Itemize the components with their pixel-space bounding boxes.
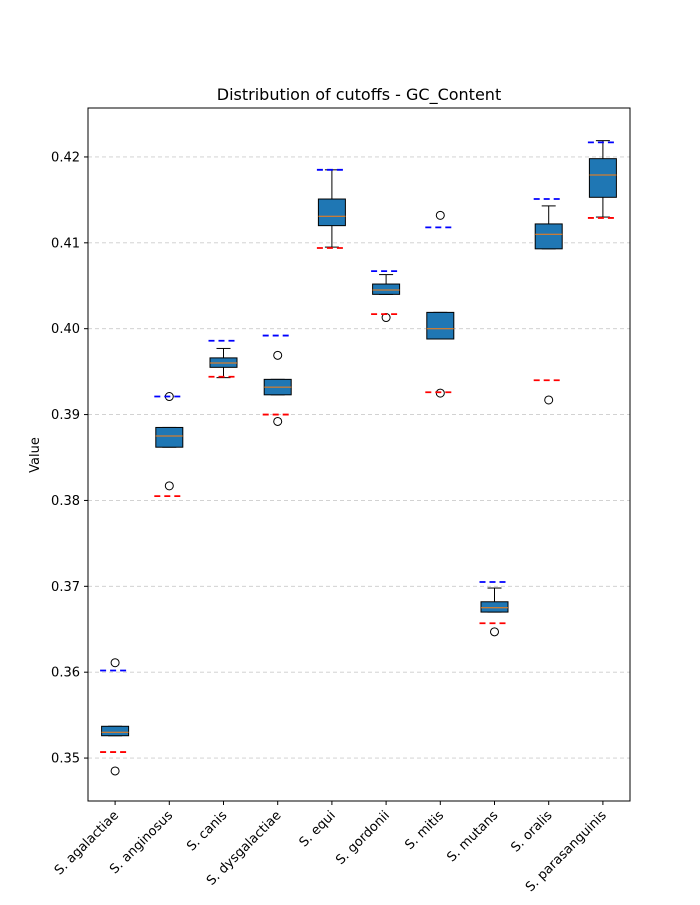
outlier-point xyxy=(110,658,120,668)
x-tick-label: S. gordonii xyxy=(333,808,393,868)
y-tick-label: 0.38 xyxy=(51,494,80,509)
y-tick-label: 0.40 xyxy=(51,322,80,337)
y-tick-label: 0.35 xyxy=(51,752,80,767)
y-tick-label: 0.42 xyxy=(51,150,80,165)
outlier-point xyxy=(273,350,283,360)
outlier-point xyxy=(273,416,283,426)
outlier-point xyxy=(435,210,445,220)
x-tick-label: S. oralis xyxy=(508,808,555,855)
box xyxy=(372,283,401,295)
box xyxy=(155,426,184,448)
x-tick-label: S. canis xyxy=(184,808,230,854)
plot-frame xyxy=(87,107,631,802)
x-tick-label: S. mutans xyxy=(444,808,501,865)
y-tick-label: 0.39 xyxy=(51,408,80,423)
plot-layer xyxy=(100,140,618,776)
y-axis-label: Value xyxy=(28,437,43,473)
outlier-point xyxy=(110,766,120,776)
y-tick-label: 0.37 xyxy=(51,580,80,595)
box xyxy=(426,311,455,340)
y-tick-label: 0.41 xyxy=(51,236,80,251)
chart-title: Distribution of cutoffs - GC_Content xyxy=(217,85,501,105)
box xyxy=(480,601,509,613)
outlier-point xyxy=(490,627,499,637)
outlier-point xyxy=(164,481,174,491)
box xyxy=(317,198,346,227)
x-tick-label: S. equi xyxy=(297,808,339,850)
outlier-point xyxy=(544,395,554,405)
y-tick-label: 0.36 xyxy=(51,666,80,681)
box xyxy=(588,158,617,198)
box xyxy=(101,725,130,737)
box xyxy=(534,223,563,250)
x-tick-label: S. mitis xyxy=(402,808,447,853)
